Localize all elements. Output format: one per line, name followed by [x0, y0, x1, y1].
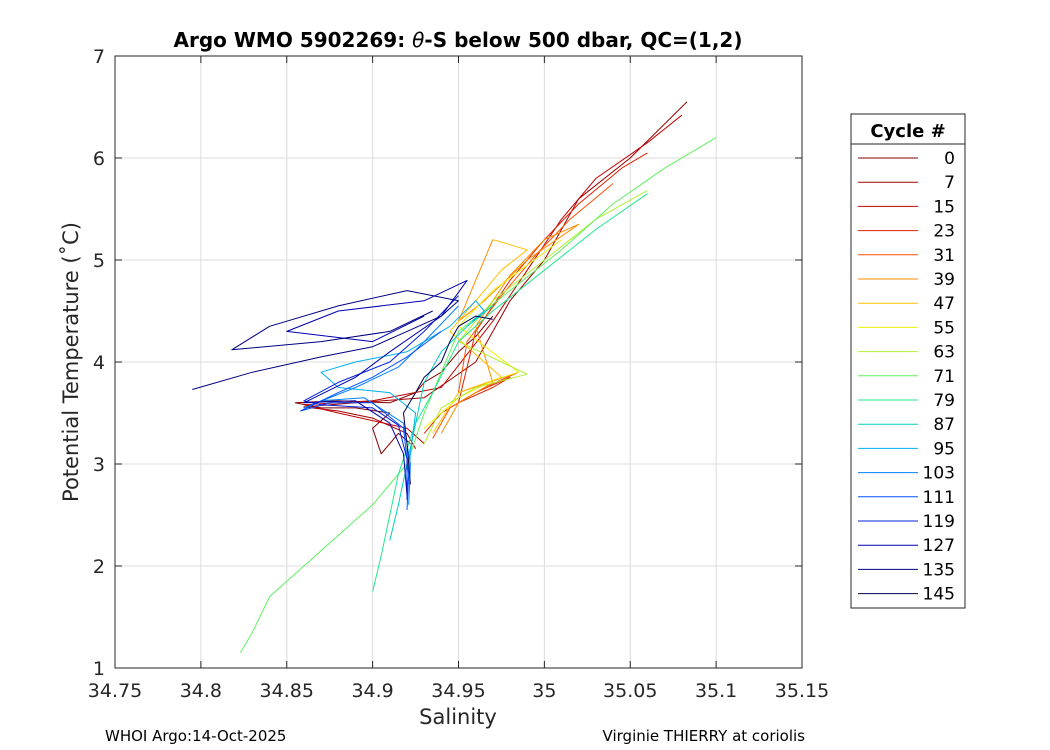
legend-label-15: 15 [933, 197, 955, 217]
tick-marks [114, 55, 803, 669]
legend-box [850, 113, 966, 609]
x-tick-label: 34.75 [88, 680, 142, 702]
legend: Cycle # 0 7 15 23 31 39 47 55 63 71 79 87 95 103 111 11… [850, 113, 966, 609]
y-tick-label: 1 [93, 658, 105, 680]
legend-label-95: 95 [933, 439, 955, 459]
x-tick-label: 35.1 [695, 680, 737, 702]
chart-title-suffix: -S below 500 dbar, QC=(1,2) [424, 28, 742, 52]
legend-label-47: 47 [933, 294, 955, 314]
x-tick-label: 34.8 [180, 680, 222, 702]
y-tick-label: 3 [93, 454, 105, 476]
x-tick-label: 35.15 [775, 680, 829, 702]
legend-label-55: 55 [933, 318, 955, 338]
legend-label-7: 7 [944, 173, 955, 193]
series-line-9 [239, 137, 717, 653]
legend-label-63: 63 [933, 343, 955, 363]
chart-title-prefix: Argo WMO 5902269: [174, 28, 413, 52]
x-tick-label: 34.95 [431, 680, 485, 702]
legend-label-103: 103 [923, 464, 955, 484]
chart-title-symbol: θ [412, 28, 424, 52]
legend-label-119: 119 [923, 512, 955, 532]
legend-label-23: 23 [933, 222, 955, 242]
footer-left: WHOI Argo:14-Oct-2025 [105, 727, 286, 745]
legend-entries: 0 7 15 23 31 39 47 55 63 71 79 87 95 103 111 119 127 135 1… [858, 149, 955, 605]
series-line-17 [192, 290, 459, 390]
y-tick-label: 5 [93, 250, 105, 272]
footer-right: Virginie THIERRY at coriolis [603, 727, 806, 745]
legend-label-79: 79 [933, 391, 955, 411]
legend-label-87: 87 [933, 415, 955, 435]
series-line-5 [440, 223, 580, 434]
x-axis-label: Salinity [419, 705, 497, 729]
x-tick-label: 34.9 [351, 680, 393, 702]
legend-label-31: 31 [933, 246, 955, 266]
series-layer [192, 101, 717, 653]
legend-label-127: 127 [923, 536, 955, 556]
legend-label-71: 71 [933, 367, 955, 387]
series-line-10 [372, 193, 648, 592]
legend-label-145: 145 [923, 585, 955, 605]
series-line-2 [303, 114, 683, 444]
x-tick-labels: 34.75 34.8 34.85 34.9 34.95 35 35.05 35.1 35.15 [88, 680, 829, 702]
series-line-14 [300, 330, 442, 510]
chart-title: Argo WMO 5902269: θ-S below 500 dbar, QC… [174, 28, 743, 52]
legend-label-135: 135 [923, 560, 955, 580]
series-line-18 [403, 315, 493, 485]
y-tick-label: 7 [93, 46, 105, 68]
y-tick-label: 2 [93, 556, 105, 578]
legend-title: Cycle # [870, 121, 945, 142]
y-tick-label: 4 [93, 352, 105, 374]
x-tick-label: 34.85 [260, 680, 314, 702]
x-tick-label: 35.05 [603, 680, 657, 702]
legend-label-0: 0 [944, 149, 955, 169]
y-tick-label: 6 [93, 148, 105, 170]
y-tick-labels: 1 2 3 4 5 6 7 [93, 46, 105, 680]
legend-label-39: 39 [933, 270, 955, 290]
series-line-16 [286, 279, 468, 495]
y-axis-label: Potential Temperature (˚C) [59, 222, 83, 502]
x-tick-label: 35 [532, 680, 556, 702]
series-line-11 [389, 305, 494, 541]
series-line-6 [432, 239, 528, 434]
series-line-12 [320, 300, 485, 495]
legend-label-111: 111 [923, 488, 955, 508]
